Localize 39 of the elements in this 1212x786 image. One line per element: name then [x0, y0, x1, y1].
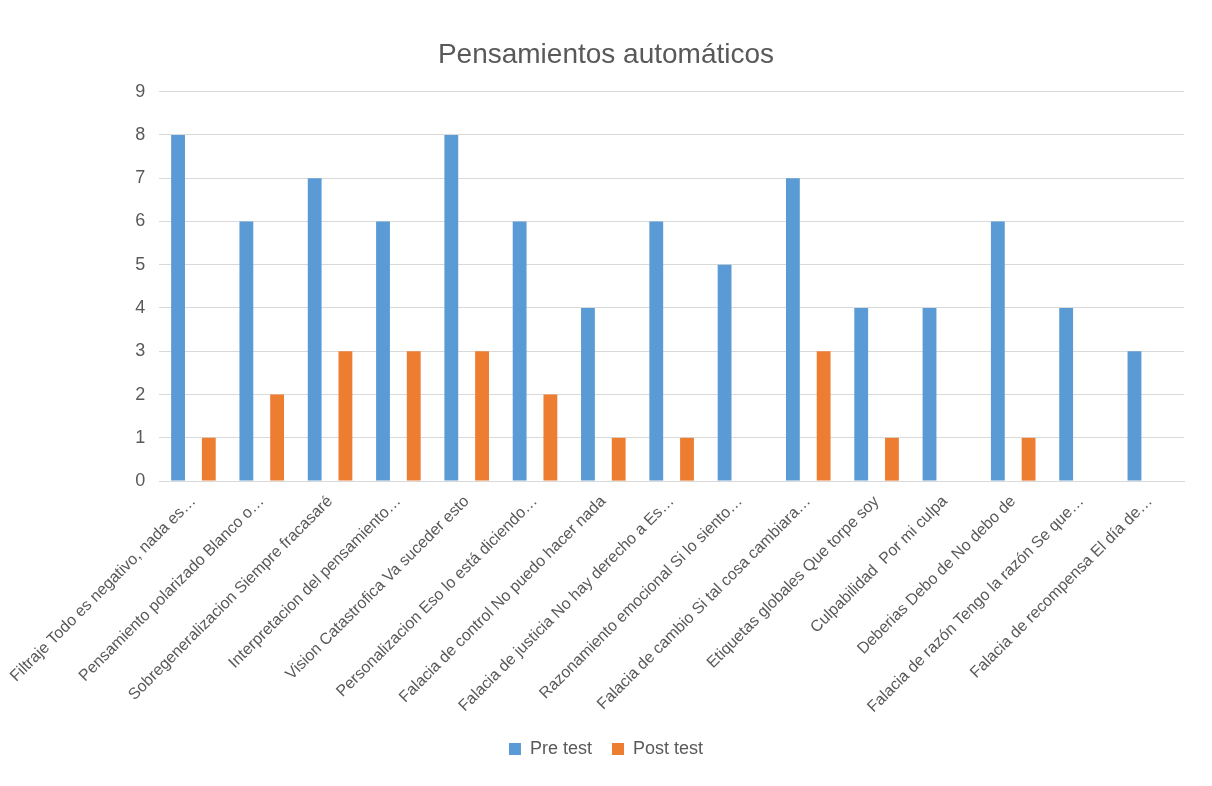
bar: [270, 394, 285, 481]
bar: [854, 307, 869, 481]
bar: [885, 437, 899, 481]
bar: [171, 134, 185, 481]
bar: [239, 221, 254, 481]
y-tick-label: 0: [135, 470, 146, 491]
bar: [990, 221, 1005, 481]
y-tick-label: 9: [135, 80, 146, 101]
bar: [338, 351, 353, 481]
bar: [816, 351, 831, 481]
bar: [717, 264, 732, 481]
legend-label: Pre test: [529, 737, 592, 758]
bar: [581, 307, 595, 481]
bar: [307, 178, 322, 481]
y-tick-label: 8: [135, 123, 146, 144]
bar: [922, 307, 937, 481]
bar: [1021, 437, 1036, 481]
bar: [649, 221, 664, 481]
bar: [1059, 307, 1074, 481]
bar: [406, 351, 421, 481]
bar: [1127, 351, 1142, 481]
y-tick-label: 1: [135, 426, 146, 447]
chart-title: Pensamientos automáticos: [437, 37, 775, 69]
bar: [475, 351, 489, 481]
bar: [201, 437, 216, 481]
y-tick-label: 7: [135, 167, 146, 188]
y-tick-label: 6: [135, 210, 146, 231]
y-tick-label: 4: [135, 296, 146, 317]
bar: [680, 437, 694, 481]
legend-label: Post test: [633, 737, 704, 758]
bar: [611, 437, 626, 481]
bar: [543, 394, 558, 481]
bar: [444, 134, 459, 481]
bar: [376, 221, 390, 481]
bar: [785, 178, 800, 481]
y-tick-label: 3: [135, 340, 146, 361]
y-tick-label: 2: [135, 383, 146, 404]
bar: [512, 221, 527, 481]
y-tick-label: 5: [135, 253, 146, 274]
